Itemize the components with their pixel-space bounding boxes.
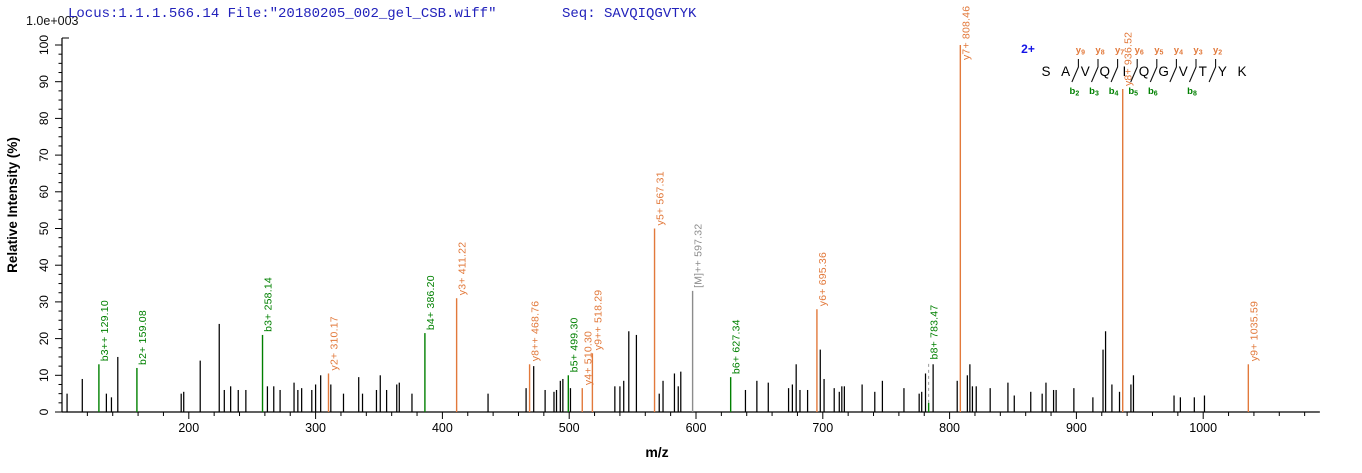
y3-ladder-label: y3 — [1193, 45, 1202, 57]
fragment-peak-label: y7+ 808.46 — [960, 6, 972, 60]
y9-ladder-label: y9 — [1076, 45, 1085, 57]
fragment-peak-label: b4+ 386.20 — [425, 275, 437, 330]
unassigned-peaks-group — [66, 323, 1206, 412]
y-tick-label: 10 — [37, 368, 51, 382]
fragment-peak-label: b3+ 258.14 — [263, 277, 275, 332]
fragment-peak-label: y3+ 411.22 — [457, 242, 469, 295]
b4-ladder-label: b4 — [1109, 86, 1119, 98]
y-tick-label: 100 — [37, 35, 51, 55]
residue-letter: V — [1179, 64, 1188, 79]
y7-ladder-label: y7 — [1115, 45, 1124, 57]
fragment-peak-label: y2+ 310.17 — [328, 316, 340, 370]
residue-letter: V — [1081, 64, 1090, 79]
fragment-peaks-group: b3++ 129.10 b2+ 159.08 b3+ 258.14 y2+ 310.1… — [98, 6, 1260, 412]
cleavage-mark — [1149, 59, 1158, 83]
x-tick-label: 600 — [686, 421, 707, 435]
b3-ladder-label: b3 — [1089, 86, 1099, 98]
y-axis-title: Relative Intensity (%) — [5, 137, 20, 273]
axes-group: 0 10 20 30 40 50 60 70 80 90 100 200 300 400 500 600 700… — [5, 35, 1320, 460]
residue-letter: S — [1041, 64, 1050, 79]
residue-letter: Q — [1100, 64, 1111, 79]
cleavage-mark — [1071, 59, 1079, 83]
fragment-peak-label: b6+ 627.34 — [731, 319, 743, 374]
y-tick-label: 80 — [37, 111, 51, 125]
x-tick-label: 200 — [178, 421, 199, 435]
x-tick-label: 700 — [812, 421, 833, 435]
fragment-peak-label: b3++ 129.10 — [99, 300, 111, 361]
cleavage-mark — [1130, 59, 1138, 83]
cleavage-mark — [1169, 59, 1177, 83]
y6-ladder-label: y6 — [1135, 45, 1144, 57]
residue-letter: Y — [1218, 64, 1227, 79]
y-tick-label: 90 — [37, 75, 51, 89]
y-tick-label: 50 — [37, 222, 51, 236]
x-tick-label: 900 — [1066, 421, 1087, 435]
b2-ladder-label: b2 — [1070, 86, 1080, 98]
fragment-peak-label: y4+ 510.30 — [582, 331, 594, 385]
residue-letter: T — [1199, 64, 1207, 79]
fragment-peak-label: b8+ 783.47 — [929, 305, 941, 360]
b5-ladder-label: b5 — [1128, 86, 1138, 98]
x-tick-label: 400 — [432, 421, 453, 435]
cleavage-mark — [1208, 59, 1217, 83]
y5-ladder-label: y5 — [1154, 45, 1163, 57]
y-tick-label: 40 — [37, 258, 51, 272]
y2-ladder-label: y2 — [1213, 45, 1222, 57]
fragment-peak-label: y9++ 518.29 — [592, 290, 604, 351]
fragment-peak-label: y6+ 695.36 — [817, 252, 829, 306]
sequence-label: Seq: SAVQIQGVTYK — [562, 6, 697, 22]
b8-ladder-label: b8 — [1187, 86, 1197, 98]
x-tick-label: 800 — [939, 421, 960, 435]
y-tick-label: 0 — [37, 408, 51, 415]
y-tick-label: 20 — [37, 332, 51, 346]
cleavage-mark — [1110, 59, 1119, 83]
residue-letter: K — [1237, 64, 1246, 79]
fragment-peak-label: b5+ 499.30 — [568, 317, 580, 372]
x-axis-title: m/z — [645, 444, 668, 460]
fragment-peak-label: y9+ 1035.59 — [1248, 301, 1260, 361]
cleavage-mark — [1090, 59, 1099, 83]
residue-letter: A — [1061, 64, 1070, 79]
residue-letter: G — [1158, 64, 1169, 79]
residue-letter: I — [1123, 64, 1127, 79]
y-tick-label: 60 — [37, 185, 51, 199]
locus-file-label: Locus:1.1.1.566.14 File:"20180205_002_ge… — [68, 6, 497, 22]
fragment-peak-label: y8++ 468.76 — [530, 301, 542, 362]
b6-ladder-label: b6 — [1148, 86, 1158, 98]
fragment-peak-label: [M]++ 597.32 — [693, 224, 705, 288]
y4-ladder-label: y4 — [1174, 45, 1183, 57]
x-tick-label: 500 — [559, 421, 580, 435]
fragment-peak-label: y8+ 936.52 — [1123, 32, 1135, 86]
fragment-peak-label: b2+ 159.08 — [137, 310, 149, 365]
y8-ladder-label: y8 — [1095, 45, 1104, 57]
precursor-charge-label: 2+ — [1021, 42, 1035, 56]
y-tick-label: 30 — [37, 295, 51, 309]
intensity-fullscale-label: 1.0e+003 — [26, 14, 79, 28]
y-tick-label: 70 — [37, 148, 51, 162]
fragment-peak-label: y5+ 567.31 — [655, 171, 667, 225]
x-tick-label: 1000 — [1189, 421, 1217, 435]
cleavage-mark — [1188, 59, 1197, 83]
x-tick-label: 300 — [305, 421, 326, 435]
residue-letter: Q — [1139, 64, 1150, 79]
